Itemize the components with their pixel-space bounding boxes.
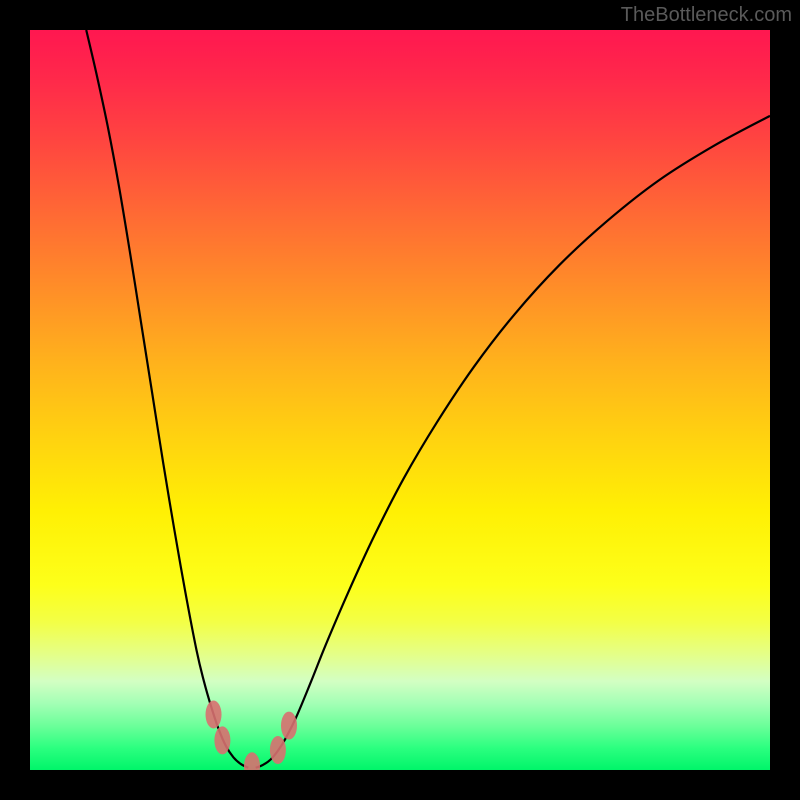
highlight-marker [206,701,222,729]
highlight-marker [270,736,286,764]
watermark-text: TheBottleneck.com [621,4,792,27]
plot-area [30,30,770,770]
highlight-marker [214,726,230,754]
highlight-markers [206,701,297,771]
highlight-marker [281,712,297,740]
bottleneck-curve-left [86,30,248,768]
curve-layer [30,30,770,770]
highlight-marker [244,752,260,770]
bottleneck-curve-right [256,116,770,768]
